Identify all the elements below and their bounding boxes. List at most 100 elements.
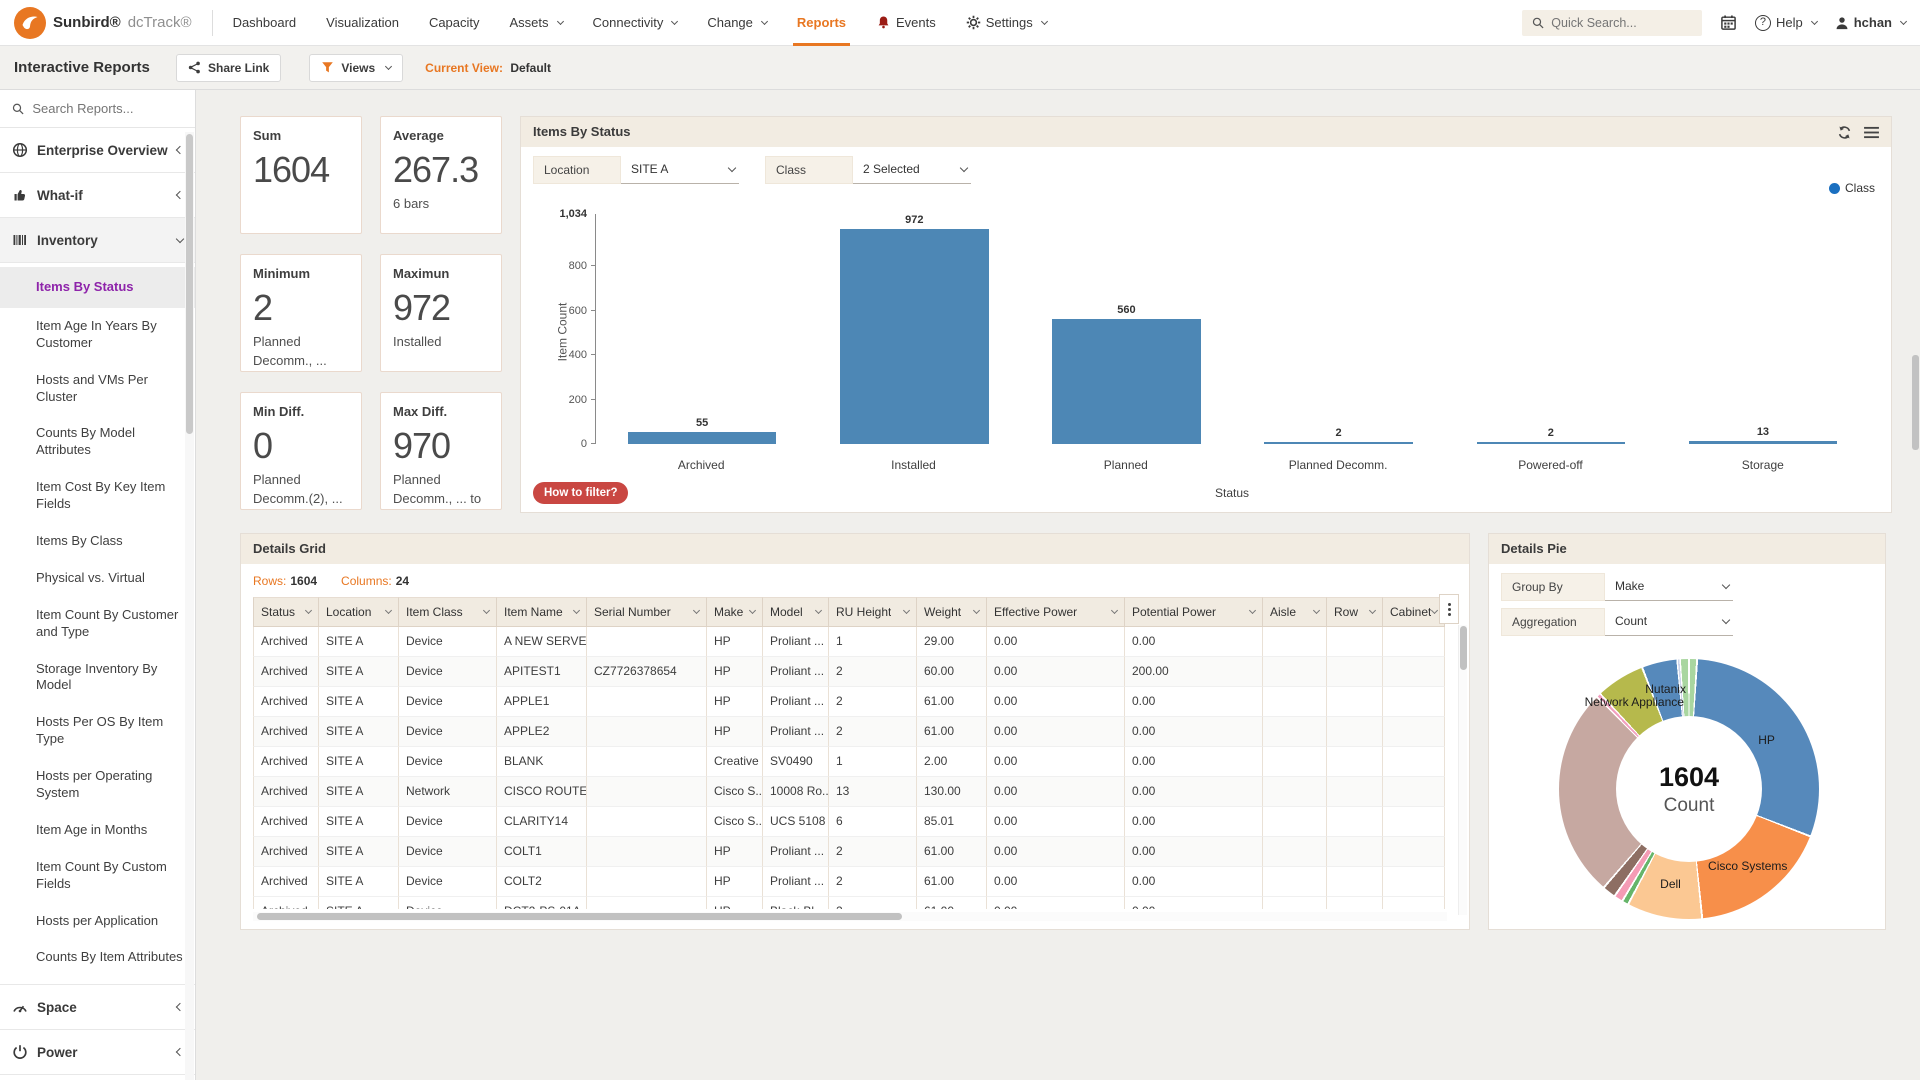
sidebar-report-item[interactable]: Item Count By Custom Fields <box>0 849 195 903</box>
horizontal-scrollbar-thumb[interactable] <box>257 913 902 920</box>
bar-planned-decomm-[interactable] <box>1264 442 1413 444</box>
sidebar-report-item[interactable]: Counts By Model Attributes <box>0 415 195 469</box>
column-header[interactable]: Make <box>707 597 763 627</box>
table-row[interactable]: ArchivedSITE ADeviceDCT2-PS-01AHPBlack-B… <box>253 897 1447 909</box>
sidebar-section-power[interactable]: Power <box>0 1030 195 1075</box>
sidebar-search-input[interactable] <box>32 101 183 116</box>
quick-search-input[interactable] <box>1551 16 1692 30</box>
brand[interactable]: Sunbird® dcTrack® <box>14 7 192 39</box>
nav-dashboard[interactable]: Dashboard <box>233 0 297 46</box>
sidebar-section-cooling[interactable]: Cooling <box>0 1075 195 1080</box>
column-header-label: Item Class <box>406 605 463 619</box>
how-to-filter-button[interactable]: How to filter? <box>533 482 628 504</box>
funnel-icon <box>321 61 334 74</box>
sidebar-report-item[interactable]: Item Count By Customer and Type <box>0 597 195 651</box>
column-header[interactable]: Weight <box>917 597 987 627</box>
sidebar-section-enterprise-overview[interactable]: Enterprise Overview <box>0 128 195 173</box>
refresh-icon[interactable] <box>1837 125 1852 140</box>
aggregation-select[interactable]: Count <box>1605 608 1733 636</box>
page-scrollbar-thumb[interactable] <box>1912 355 1919 450</box>
vertical-scrollbar[interactable] <box>1458 625 1467 915</box>
table-row[interactable]: ArchivedSITE ADeviceAPPLE2HPProliant ...… <box>253 717 1447 747</box>
table-cell <box>1263 837 1327 867</box>
column-header[interactable]: Item Name <box>497 597 587 627</box>
table-cell: Proliant ... <box>763 867 829 897</box>
column-header[interactable]: Location <box>319 597 399 627</box>
sort-chevron-icon <box>1249 607 1256 614</box>
location-filter-select[interactable]: SITE A <box>621 156 739 184</box>
column-header[interactable]: Item Class <box>399 597 497 627</box>
table-row[interactable]: ArchivedSITE ADeviceCOLT1HPProliant ...2… <box>253 837 1447 867</box>
sidebar-report-item[interactable]: Counts By Item Attributes <box>0 939 195 976</box>
table-cell <box>1263 897 1327 909</box>
column-header[interactable]: Aisle <box>1263 597 1327 627</box>
chevron-left-icon <box>176 1048 184 1056</box>
class-filter-select[interactable]: 2 Selected <box>853 156 971 184</box>
table-row[interactable]: ArchivedSITE ADeviceAPPLE1HPProliant ...… <box>253 687 1447 717</box>
column-header[interactable]: Serial Number <box>587 597 707 627</box>
sidebar-report-item[interactable]: Physical vs. Virtual <box>0 560 195 597</box>
sidebar-report-item[interactable]: Hosts Per OS By Item Type <box>0 704 195 758</box>
column-header[interactable]: Cabinet <box>1383 597 1445 627</box>
column-header[interactable]: Effective Power <box>987 597 1125 627</box>
nav-visualization[interactable]: Visualization <box>326 0 399 46</box>
nav-events[interactable]: Events <box>876 0 936 46</box>
user-menu[interactable]: hchan <box>1835 15 1906 30</box>
table-cell: 1 <box>829 627 917 657</box>
help-menu[interactable]: Help <box>1755 15 1817 31</box>
sidebar-report-item[interactable]: Items By Class <box>0 523 195 560</box>
chevron-down-icon <box>556 17 563 24</box>
bar-storage[interactable] <box>1689 441 1838 444</box>
sidebar-report-item[interactable]: Item Cost By Key Item Fields <box>0 469 195 523</box>
group-by-select[interactable]: Make <box>1605 573 1733 601</box>
column-menu-button[interactable] <box>1439 594 1459 624</box>
sidebar-report-item[interactable]: Hosts and VMs Per Cluster <box>0 362 195 416</box>
menu-icon[interactable] <box>1864 126 1879 139</box>
column-header[interactable]: Potential Power <box>1125 597 1263 627</box>
bar-powered-off[interactable] <box>1477 442 1626 444</box>
nav-capacity[interactable]: Capacity <box>429 0 480 46</box>
sidebar-report-item[interactable]: Hosts per Operating System <box>0 758 195 812</box>
sidebar-scrollbar[interactable] <box>185 132 194 1080</box>
table-row[interactable]: ArchivedSITE ADeviceCOLT2HPProliant ...2… <box>253 867 1447 897</box>
column-header[interactable]: RU Height <box>829 597 917 627</box>
bar-installed[interactable] <box>840 229 989 444</box>
nav-assets[interactable]: Assets <box>510 0 563 46</box>
bar-planned[interactable] <box>1052 319 1201 444</box>
sidebar-report-item[interactable]: Hosts per Application <box>0 903 195 940</box>
table-cell: 1 <box>829 747 917 777</box>
quick-search[interactable] <box>1522 10 1702 36</box>
table-row[interactable]: ArchivedSITE ANetworkCISCO ROUTERCisco S… <box>253 777 1447 807</box>
column-header[interactable]: Model <box>763 597 829 627</box>
share-link-button[interactable]: Share Link <box>176 54 281 82</box>
column-header-label: Potential Power <box>1132 605 1216 619</box>
horizontal-scrollbar[interactable] <box>253 912 1447 921</box>
sidebar-report-item[interactable]: Storage Inventory By Model <box>0 651 195 705</box>
sidebar-report-item[interactable]: Item Age in Months <box>0 812 195 849</box>
column-header[interactable]: Status <box>253 597 319 627</box>
nav-change[interactable]: Change <box>707 0 767 46</box>
nav-connectivity[interactable]: Connectivity <box>593 0 678 46</box>
sidebar-scrollbar-thumb[interactable] <box>186 134 193 434</box>
vertical-scrollbar-thumb[interactable] <box>1460 626 1467 670</box>
sidebar-section-space[interactable]: Space <box>0 985 195 1030</box>
sidebar-section-what-if[interactable]: What-if <box>0 173 195 218</box>
table-row[interactable]: ArchivedSITE ADeviceAPITEST1CZ7726378654… <box>253 657 1447 687</box>
sidebar-search[interactable] <box>0 90 195 128</box>
table-row[interactable]: ArchivedSITE ADeviceCLARITY14Cisco S...U… <box>253 807 1447 837</box>
nav-reports[interactable]: Reports <box>797 0 846 46</box>
help-icon <box>1755 15 1771 31</box>
table-cell: 29.00 <box>917 627 987 657</box>
sidebar-report-item[interactable]: Item Age In Years By Customer <box>0 308 195 362</box>
views-button[interactable]: Views <box>309 54 403 82</box>
table-row[interactable]: ArchivedSITE ADeviceA NEW SERVERHPProlia… <box>253 627 1447 657</box>
sidebar-report-item[interactable]: Items By Status <box>0 267 195 308</box>
table-row[interactable]: ArchivedSITE ADeviceBLANKCreativeSV04901… <box>253 747 1447 777</box>
calendar-button[interactable] <box>1720 14 1737 31</box>
sort-chevron-icon <box>903 607 910 614</box>
nav-settings[interactable]: Settings <box>966 0 1047 46</box>
column-header[interactable]: Row <box>1327 597 1383 627</box>
bar-archived[interactable] <box>628 432 777 444</box>
user-icon <box>1835 16 1849 30</box>
sidebar-section-inventory[interactable]: Inventory <box>0 218 195 263</box>
